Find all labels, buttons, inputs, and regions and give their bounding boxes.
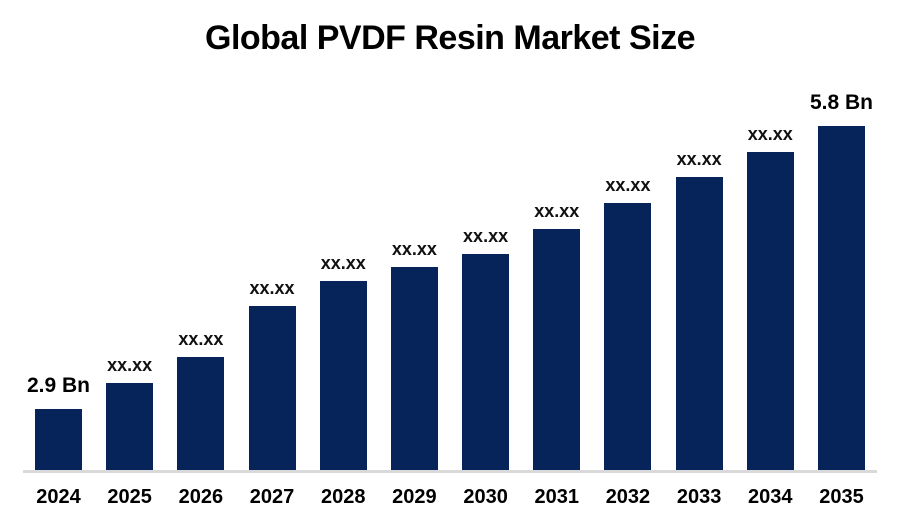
x-axis-label: 2028 — [320, 486, 366, 508]
bar-value-label: xx.xx — [534, 201, 580, 221]
bar-2035 — [817, 126, 865, 470]
x-axis-line — [23, 470, 877, 473]
bar-2024 — [35, 409, 82, 470]
chart-title: Global PVDF Resin Market Size — [205, 19, 695, 57]
bar-value-label: xx.xx — [320, 253, 366, 273]
x-axis-label: 2031 — [534, 486, 580, 508]
bar-value-label: 5.8 Bn — [809, 91, 873, 114]
x-axis-label: 2027 — [249, 486, 295, 508]
bar-2034 — [746, 152, 794, 470]
bar-value-label: xx.xx — [107, 355, 153, 375]
x-axis-label: 2035 — [819, 486, 864, 508]
x-axis-label: 2024 — [36, 486, 81, 508]
bar-value-label: xx.xx — [249, 278, 295, 298]
bar-value-label: xx.xx — [747, 124, 793, 144]
bar-2025 — [106, 383, 154, 470]
x-axis-label: 2033 — [676, 486, 722, 508]
x-axis-label: 2034 — [748, 486, 793, 508]
bar-2030 — [462, 254, 510, 470]
bar-2027 — [248, 306, 296, 470]
bar-value-label: xx.xx — [391, 239, 437, 259]
bar-2029 — [390, 267, 438, 470]
x-axis-label: 2030 — [463, 486, 508, 508]
bar-value-label: xx.xx — [676, 149, 722, 169]
bar-2032 — [604, 203, 652, 470]
x-axis-label: 2025 — [107, 486, 152, 508]
x-axis-label: 2029 — [392, 486, 437, 508]
bar-value-label: xx.xx — [605, 175, 651, 195]
bar-2031 — [533, 229, 581, 470]
bar-2033 — [675, 177, 723, 470]
x-axis-label: 2026 — [178, 486, 224, 508]
bar-value-label: 2.9 Bn — [26, 374, 91, 397]
bar-value-label: xx.xx — [463, 226, 509, 246]
bar-2026 — [177, 357, 225, 470]
x-axis-label: 2032 — [605, 486, 651, 508]
bar-2028 — [319, 281, 367, 470]
bar-value-label: xx.xx — [178, 329, 224, 349]
